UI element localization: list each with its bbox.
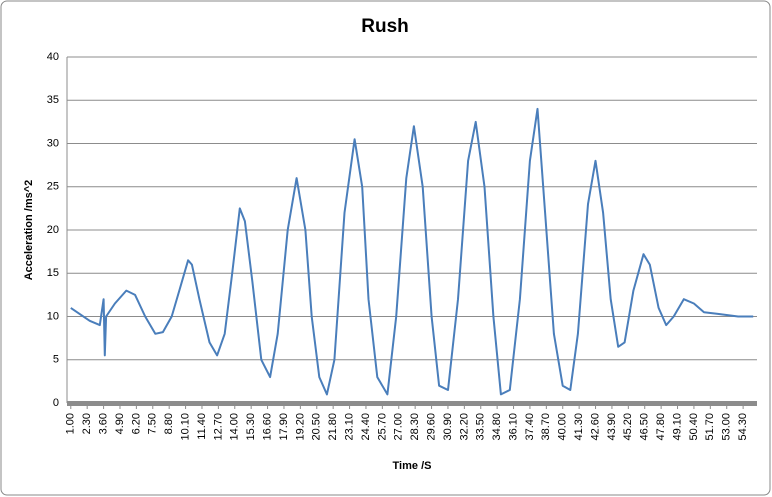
x-tick-label: 1.00 [65,413,77,434]
x-tick-label: 7.50 [147,413,159,434]
x-tick-label: 42.60 [589,413,601,441]
x-tick-label: 37.40 [524,413,536,441]
x-tick-label: 27.00 [393,413,405,441]
y-tick-label: 0 [53,397,59,409]
y-tick-label: 15 [47,267,59,279]
x-tick-label: 28.30 [409,413,421,441]
x-tick-label: 3.60 [97,413,109,434]
x-tick-label: 23.10 [343,413,355,441]
y-axis-label: Acceleration /ms^2 [23,180,35,281]
x-tick-label: 38.70 [540,413,552,441]
x-tick-label: 36.10 [507,413,519,441]
y-tick-label: 35 [47,94,59,106]
x-tick-label: 17.90 [278,413,290,441]
x-tick-label: 51.70 [704,413,716,441]
x-tick-label: 20.50 [311,413,323,441]
y-tick-label: 25 [47,181,59,193]
x-tick-label: 47.80 [655,413,667,441]
x-tick-label: 32.20 [458,413,470,441]
x-axis-label: Time /S [393,460,432,472]
y-tick-label: 5 [53,354,59,366]
x-tick-label: 4.90 [114,413,126,434]
x-tick-label: 12.70 [212,413,224,441]
x-tick-label: 30.90 [442,413,454,441]
x-tick-label: 43.90 [606,413,618,441]
y-tick-label: 20 [47,224,59,236]
x-tick-label: 41.30 [573,413,585,441]
x-tick-label: 53.00 [721,413,733,441]
x-tick-label: 6.20 [130,413,142,434]
x-tick-label: 21.80 [327,413,339,441]
x-tick-label: 11.40 [196,413,208,440]
x-tick-label: 40.00 [557,413,569,441]
x-tick-label: 2.30 [81,413,93,434]
x-tick-label: 16.60 [261,413,273,441]
x-axis [67,401,757,406]
x-tick-label: 24.40 [360,413,372,441]
x-tick-label: 45.20 [622,413,634,441]
x-tick-label: 33.50 [475,413,487,441]
x-tick-label: 19.20 [294,413,306,441]
x-tick-label: 25.70 [376,413,388,441]
x-tick-label: 54.30 [737,413,749,441]
x-tick-label: 49.10 [671,413,683,441]
x-tick-label: 50.40 [688,413,700,441]
x-tick-label: 14.00 [229,413,241,441]
x-tick-label: 15.30 [245,413,257,441]
y-tick-label: 10 [47,310,59,322]
y-tick-label: 30 [47,137,59,149]
data-line [70,107,754,396]
x-tick-label: 8.80 [163,413,175,434]
y-tick-label: 40 [47,51,59,63]
x-tick-label: 46.50 [639,413,651,441]
chart-title: Rush [361,16,409,37]
x-tick-label: 29.60 [425,413,437,441]
x-tick-label: 10.10 [179,413,191,441]
x-tick-label: 34.80 [491,413,503,441]
